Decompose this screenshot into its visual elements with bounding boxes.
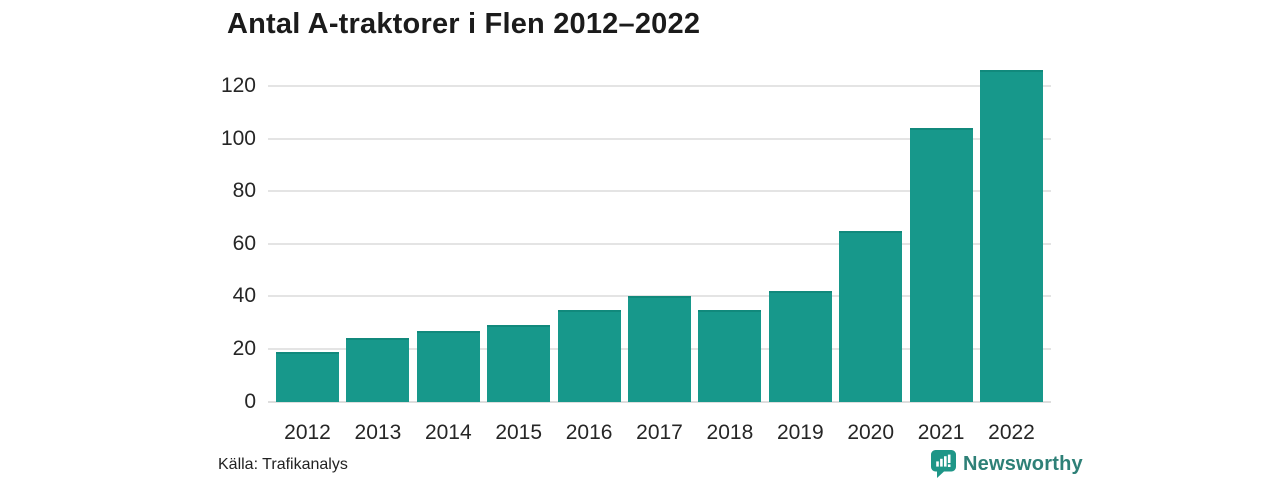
bar-2021 [909,128,973,402]
gridline-y-80 [268,190,1051,193]
x-tick-label-2018: 2018 [706,421,754,444]
y-tick-label-40: 40 [232,284,256,308]
gridline-y-40 [268,295,1051,298]
y-tick-label-100: 100 [220,126,256,150]
bar-2012 [276,351,339,402]
brand-logo: Newsworthy [931,450,1083,478]
bar-2019 [768,291,832,402]
y-tick-label-20: 20 [232,336,256,360]
x-tick-label-2020: 2020 [847,421,895,444]
bar-2016 [557,309,621,402]
brand-name: Newsworthy [963,452,1083,475]
x-tick-label-2017: 2017 [636,421,683,444]
gridline-y-0 [268,400,1051,403]
x-tick-label-2013: 2013 [354,421,402,444]
bar-2014 [416,330,480,402]
x-tick-label-2014: 2014 [424,421,472,444]
y-tick-label-60: 60 [232,231,256,255]
x-tick-label-2012: 2012 [284,421,331,444]
bar-2020 [839,230,903,402]
x-tick-label-2016: 2016 [565,421,613,444]
x-tick-label-2015: 2015 [495,421,543,444]
x-tick-label-2022: 2022 [988,421,1035,444]
bar-2017 [628,296,691,402]
x-tick-label-2019: 2019 [776,421,824,444]
chart-title: Antal A-traktorer i Flen 2012–2022 [227,8,701,40]
source-note: Källa: Trafikanalys [218,456,348,473]
newsworthy-speech-bubble-bar-chart-icon [931,450,956,478]
bar-2018 [698,309,762,402]
bar-2022 [980,70,1043,402]
x-tick-label-2021: 2021 [917,421,965,444]
bar-2013 [346,338,410,402]
y-tick-label-80: 80 [232,179,256,203]
gridline-y-120 [268,85,1051,88]
gridline-y-60 [268,242,1051,245]
plot-area [268,55,1051,403]
bar-2015 [487,325,551,402]
y-tick-label-0: 0 [244,389,256,413]
gridline-y-100 [268,137,1051,140]
y-tick-label-120: 120 [220,74,256,98]
